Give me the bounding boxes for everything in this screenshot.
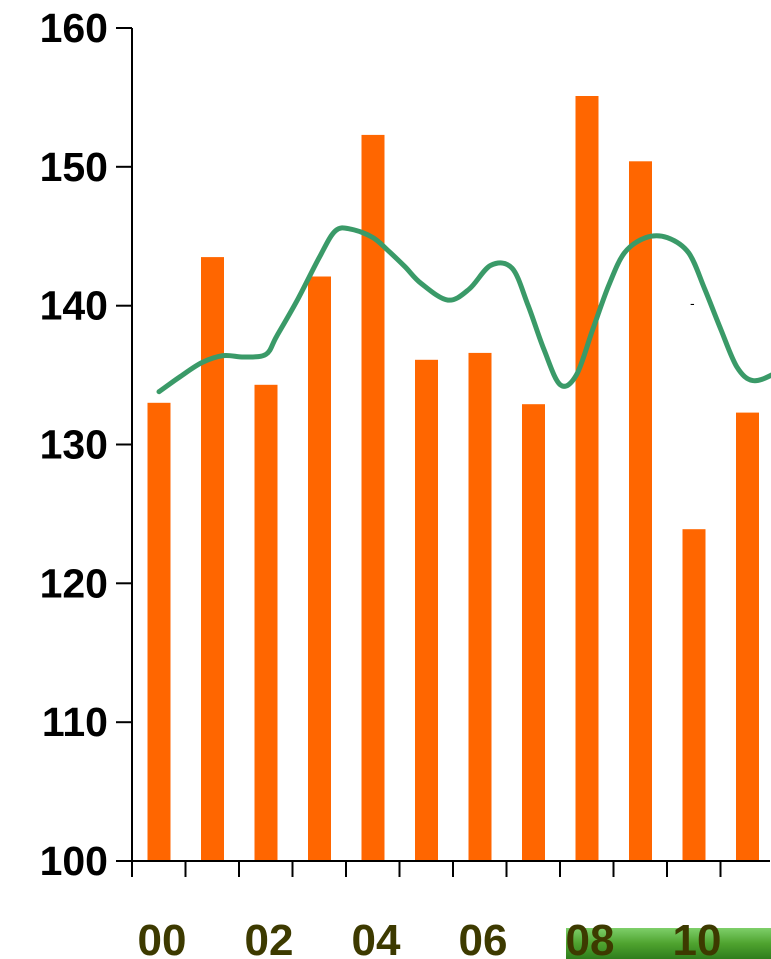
bar bbox=[575, 96, 599, 861]
x-tick-label: 06 bbox=[459, 916, 508, 959]
bar bbox=[308, 276, 331, 861]
stray-mark: - bbox=[690, 295, 695, 311]
bar bbox=[254, 384, 278, 861]
bar bbox=[682, 529, 706, 861]
y-ticks: 100 110 120 130 140 150 160 bbox=[40, 5, 132, 884]
bar bbox=[468, 352, 492, 861]
y-tick-label: 150 bbox=[40, 144, 108, 190]
x-ticks: 00 02 04 06 08 10 bbox=[131, 861, 722, 959]
bar bbox=[522, 404, 545, 861]
x-tick-label: 00 bbox=[138, 916, 187, 959]
x-tick-label: 08 bbox=[566, 916, 615, 959]
highlight-band bbox=[566, 928, 771, 959]
bar bbox=[361, 134, 385, 861]
y-tick-label: 100 bbox=[40, 838, 108, 884]
x-tick-label: 10 bbox=[673, 916, 722, 959]
line-layer bbox=[156, 225, 771, 395]
bar bbox=[415, 359, 438, 861]
bar bbox=[629, 161, 652, 862]
bar bbox=[736, 412, 759, 861]
y-tick-label: 160 bbox=[40, 5, 108, 51]
bars-layer bbox=[147, 96, 759, 862]
series-line bbox=[156, 225, 771, 395]
x-tick-label: 02 bbox=[245, 916, 294, 959]
y-tick-label: 130 bbox=[40, 422, 108, 468]
bar bbox=[201, 257, 224, 862]
bar bbox=[147, 402, 171, 861]
x-tick-label: 04 bbox=[352, 916, 401, 959]
y-tick-label: 110 bbox=[42, 699, 108, 745]
y-tick-label: 140 bbox=[40, 283, 108, 329]
y-tick-label: 120 bbox=[40, 560, 108, 606]
